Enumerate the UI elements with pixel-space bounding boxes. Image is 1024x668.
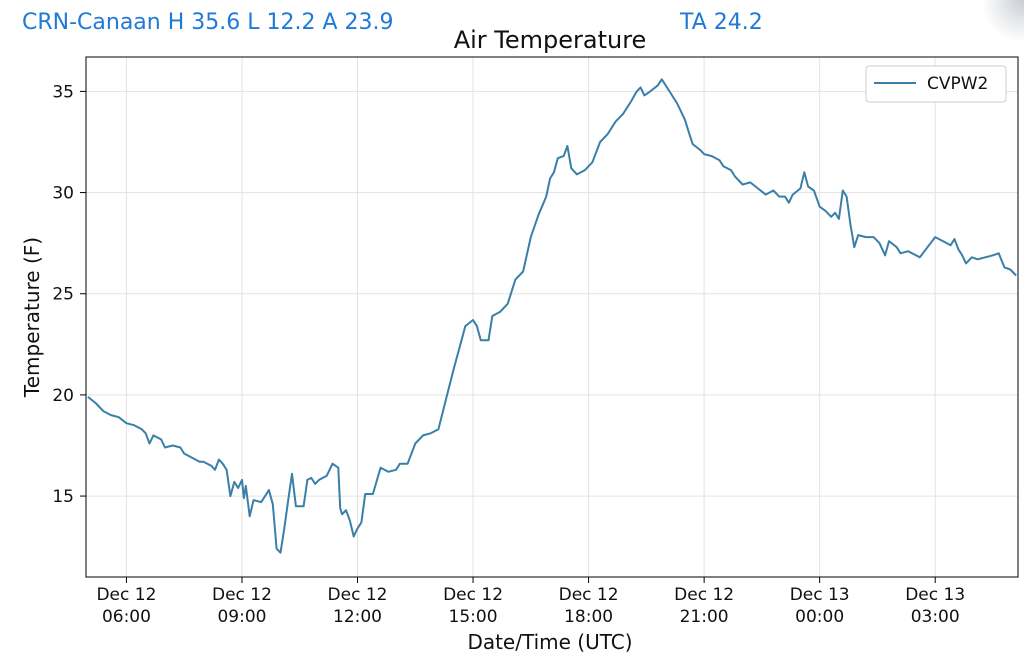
plot-frame bbox=[85, 56, 1019, 578]
x-tick-label-time: 12:00 bbox=[333, 607, 382, 627]
y-axis-label: Temperature (F) bbox=[20, 237, 44, 398]
x-tick-label-time: 06:00 bbox=[102, 607, 151, 627]
x-tick-label-time: 03:00 bbox=[911, 607, 960, 627]
x-tick-label-date: Dec 13 bbox=[905, 585, 965, 605]
x-tick-label-date: Dec 12 bbox=[443, 585, 503, 605]
legend-box bbox=[865, 65, 1007, 103]
y-tick-label: 15 bbox=[52, 487, 74, 507]
y-tick-label: 25 bbox=[52, 285, 74, 305]
x-tick-label-date: Dec 13 bbox=[790, 585, 850, 605]
y-tick-label: 20 bbox=[52, 386, 74, 406]
x-axis-label: Date/Time (UTC) bbox=[467, 630, 632, 654]
corner-shade bbox=[984, 0, 1024, 40]
series-line-cvpw2 bbox=[87, 78, 1017, 554]
legend-label-cvpw2: CVPW2 bbox=[927, 74, 988, 94]
x-tick-label-time: 18:00 bbox=[564, 607, 613, 627]
y-tick-label: 35 bbox=[52, 82, 74, 102]
chart-title: Air Temperature bbox=[454, 26, 647, 54]
x-tick-label-time: 09:00 bbox=[217, 607, 266, 627]
station-summary-text: CRN-Canaan H 35.6 L 12.2 A 23.9 bbox=[22, 10, 394, 35]
ta-reading-text: TA 24.2 bbox=[680, 10, 763, 35]
x-tick-label-time: 21:00 bbox=[680, 607, 729, 627]
x-tick-label-date: Dec 12 bbox=[674, 585, 734, 605]
x-tick-label-date: Dec 12 bbox=[559, 585, 619, 605]
y-tick-label: 30 bbox=[52, 184, 74, 204]
legend: CVPW2 bbox=[865, 65, 1007, 103]
x-tick-label-date: Dec 12 bbox=[212, 585, 272, 605]
x-tick-label-time: 15:00 bbox=[449, 607, 498, 627]
grid bbox=[86, 57, 1018, 577]
x-tick-label-time: 00:00 bbox=[795, 607, 844, 627]
x-tick-label-date: Dec 12 bbox=[96, 585, 156, 605]
x-tick-label-date: Dec 12 bbox=[328, 585, 388, 605]
